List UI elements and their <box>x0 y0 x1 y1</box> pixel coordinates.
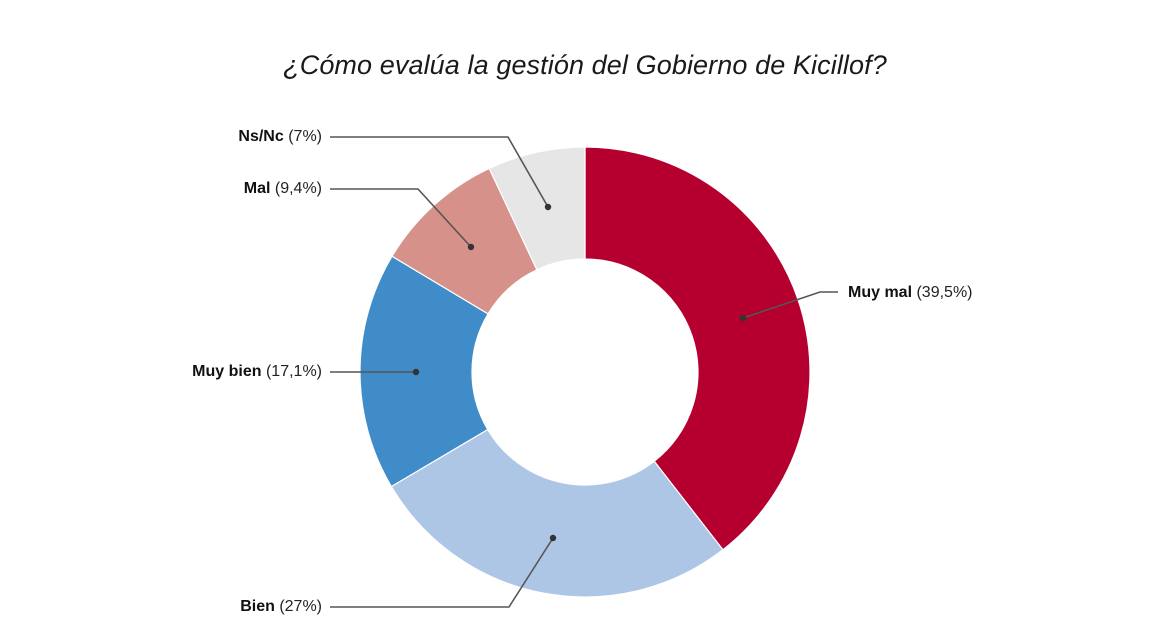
dot-muy-bien <box>412 368 420 376</box>
slice-bien <box>390 428 724 598</box>
label-mal: Mal (9,4%) <box>244 180 322 198</box>
label-muy-mal: Muy mal (39,5%) <box>848 284 973 302</box>
label-bien-pct: (27%) <box>279 598 322 615</box>
label-bien-name: Bien <box>240 598 275 615</box>
label-mal-name: Mal <box>243 180 271 197</box>
leader-nsnc <box>330 136 549 208</box>
donut-slices <box>359 146 811 598</box>
dot-bien <box>549 534 557 542</box>
slice-muy-mal <box>584 146 811 551</box>
slice-ns-nc <box>488 146 586 271</box>
dot-nsnc <box>544 203 552 211</box>
label-bien: Bien (27%) <box>240 598 322 616</box>
leader-lines <box>330 136 838 608</box>
label-nsnc: Ns/Nc (7%) <box>238 128 322 146</box>
dot-muy-mal <box>739 314 747 322</box>
label-nsnc-pct: (7%) <box>288 128 322 145</box>
label-muy-bien: Muy bien (17,1%) <box>192 363 322 381</box>
leader-mal <box>330 188 472 248</box>
slice-muy-bien <box>359 255 489 488</box>
chart-title: ¿Cómo evalúa la gestión del Gobierno de … <box>283 50 887 80</box>
label-nsnc-name: Ns/Nc <box>238 128 284 145</box>
label-muy-mal-name: Muy mal <box>848 284 913 301</box>
label-muy-mal-pct: (39,5%) <box>916 284 973 301</box>
leader-bien <box>330 537 554 608</box>
dot-mal <box>467 243 475 251</box>
label-muy-bien-name: Muy bien <box>192 363 262 380</box>
label-muy-bien-pct: (17,1%) <box>265 363 322 380</box>
leader-muy-mal <box>742 291 838 319</box>
label-mal-pct: (9,4%) <box>274 180 322 197</box>
leader-dots <box>412 203 747 542</box>
